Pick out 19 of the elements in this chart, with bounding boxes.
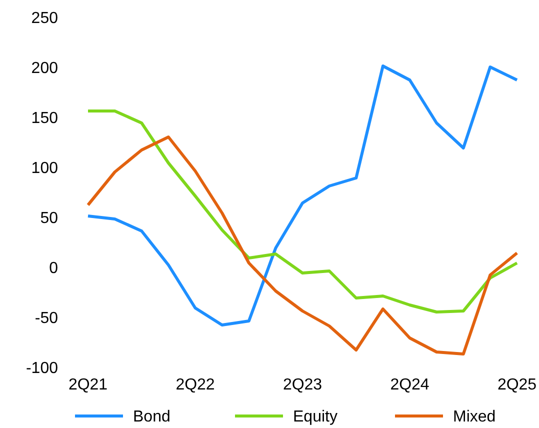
y-tick-label: 200 bbox=[31, 60, 58, 78]
y-tick-label: 50 bbox=[40, 210, 58, 228]
legend-label: Bond bbox=[133, 408, 170, 426]
y-tick-label: 150 bbox=[31, 110, 58, 128]
y-tick-label: 250 bbox=[31, 10, 58, 28]
y-tick-label: -100 bbox=[26, 360, 58, 378]
legend-label: Mixed bbox=[453, 408, 496, 426]
x-tick-label: 2Q23 bbox=[282, 376, 322, 394]
line-series bbox=[86, 136, 518, 356]
x-tick-label: 2Q25 bbox=[497, 376, 537, 394]
line-series bbox=[86, 110, 518, 314]
legend-label: Equity bbox=[293, 408, 338, 426]
x-tick-label: 2Q22 bbox=[176, 376, 215, 394]
x-tick-label: 2Q24 bbox=[390, 376, 430, 394]
line-series bbox=[86, 64, 518, 326]
y-tick-label: -50 bbox=[34, 310, 58, 328]
y-tick-label: 100 bbox=[31, 160, 58, 178]
x-tick-label: 2Q21 bbox=[68, 376, 108, 394]
y-tick-label: 0 bbox=[49, 260, 58, 278]
